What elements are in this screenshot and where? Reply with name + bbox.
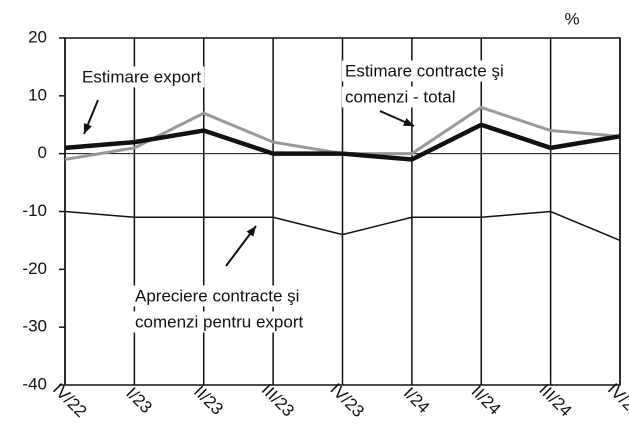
arrow-head <box>83 123 92 134</box>
x-tick-label: I/24 <box>400 384 433 417</box>
x-tick-label: II/24 <box>468 382 505 419</box>
x-tick-label: II/23 <box>190 382 227 419</box>
series-line <box>64 122 621 162</box>
y-tick-label: -40 <box>22 374 47 393</box>
series-label: Estimare export <box>82 67 201 86</box>
label-background <box>132 285 303 307</box>
y-tick-label: 0 <box>38 143 47 162</box>
y-tick-label: -10 <box>22 201 47 220</box>
y-tick-label: 20 <box>28 27 47 46</box>
x-tick-label: IV/24 <box>604 380 629 422</box>
label-background <box>79 66 205 88</box>
x-tick-label: I/23 <box>122 384 155 417</box>
series-label: Estimare contracte şi <box>345 61 504 80</box>
arrow-head <box>246 226 256 237</box>
y-tick-label: -30 <box>22 317 47 336</box>
unit-label: % <box>564 9 579 28</box>
x-tick-label: IV/23 <box>326 380 368 422</box>
x-tick-label: III/23 <box>258 380 298 420</box>
x-tick-label: IV/22 <box>49 380 91 422</box>
y-tick-label: 10 <box>28 85 47 104</box>
series-label: Apreciere contracte şi <box>135 286 299 305</box>
x-tick-label: III/24 <box>535 380 575 420</box>
label-background <box>132 311 307 333</box>
arrow-head <box>403 117 414 126</box>
series-label: comenzi - total <box>345 87 456 106</box>
series-line <box>64 210 621 242</box>
y-tick-label: -20 <box>22 259 47 278</box>
label-background <box>342 86 459 108</box>
label-background <box>342 60 507 82</box>
series-label: comenzi pentru export <box>135 312 303 331</box>
